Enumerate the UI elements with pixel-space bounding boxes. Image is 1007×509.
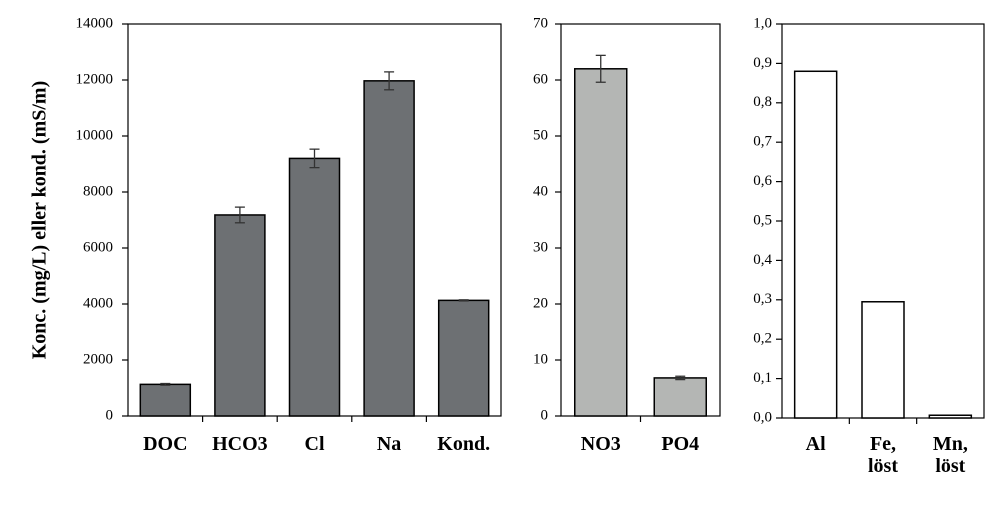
- bar: [793, 70, 838, 419]
- y-tick-label: 0,8: [753, 94, 772, 110]
- x-category-label: Cl: [305, 433, 325, 455]
- y-tick-label: 0: [106, 407, 114, 423]
- y-tick-label: 0,9: [753, 55, 772, 71]
- y-tick-label: 0,0: [753, 409, 772, 425]
- chart-panel-metals: 0,00,10,20,30,40,50,60,70,80,91,0Al Fe,lö…: [753, 15, 985, 477]
- x-category-label: Mn,: [933, 433, 968, 455]
- bar: [861, 301, 905, 419]
- x-category-label: Fe,: [870, 433, 896, 455]
- bar: [363, 80, 415, 417]
- y-tick-label: 0,4: [753, 252, 772, 268]
- x-category-label: DOC: [143, 433, 187, 455]
- bar: [928, 414, 973, 419]
- y-tick-label: 8000: [83, 183, 113, 199]
- x-category-label: Kond.: [437, 433, 490, 455]
- x-category-label: HCO3: [212, 433, 268, 455]
- y-tick-label: 40: [533, 183, 548, 199]
- y-tick-label: 12000: [76, 71, 114, 87]
- y-tick-label: 50: [533, 127, 548, 143]
- bar: [437, 299, 490, 417]
- y-tick-label: 10000: [76, 127, 114, 143]
- bar: [214, 214, 266, 417]
- bar: [653, 377, 707, 417]
- y-axis-label: Konc. (mg/L) eller kond. (mS/m): [29, 81, 51, 360]
- y-tick-label: 0,7: [753, 134, 772, 150]
- y-tick-label: 6000: [83, 239, 113, 255]
- y-tick-label: 4000: [83, 295, 113, 311]
- y-tick-label: 1,0: [753, 15, 772, 31]
- chart-panel-nutrients: 0 10 20 30 40 50 60 70 NO3 PO4: [533, 15, 721, 455]
- y-tick-label: 0,5: [753, 212, 772, 228]
- y-tick-label: 70: [533, 15, 548, 31]
- y-tick-label: 60: [533, 71, 548, 87]
- y-tick-label: 0,6: [753, 173, 772, 189]
- y-tick-label: 20: [533, 295, 548, 311]
- bar: [139, 383, 192, 417]
- chart-panel-major-ions: 0 2000 4000 6000 8000 10000 12000 14000 DOC HCO3 C…: [76, 15, 502, 455]
- x-category-label: NO3: [581, 433, 621, 455]
- y-tick-label: 0: [541, 407, 549, 423]
- y-tick-label: 2000: [83, 351, 113, 367]
- bar: [574, 68, 628, 417]
- x-category-label: Al: [806, 433, 826, 455]
- bar: [288, 157, 341, 417]
- x-category-label: löst: [935, 455, 965, 477]
- y-tick-label: 10: [533, 351, 548, 367]
- y-tick-label: 0,2: [753, 331, 772, 347]
- y-tick-label: 14000: [76, 15, 114, 31]
- y-tick-label: 0,3: [753, 291, 772, 307]
- y-tick-label: 0,1: [753, 370, 772, 386]
- x-category-label: PO4: [661, 433, 699, 455]
- x-category-label: Na: [377, 433, 401, 455]
- x-category-label: löst: [868, 455, 898, 477]
- y-tick-label: 30: [533, 239, 548, 255]
